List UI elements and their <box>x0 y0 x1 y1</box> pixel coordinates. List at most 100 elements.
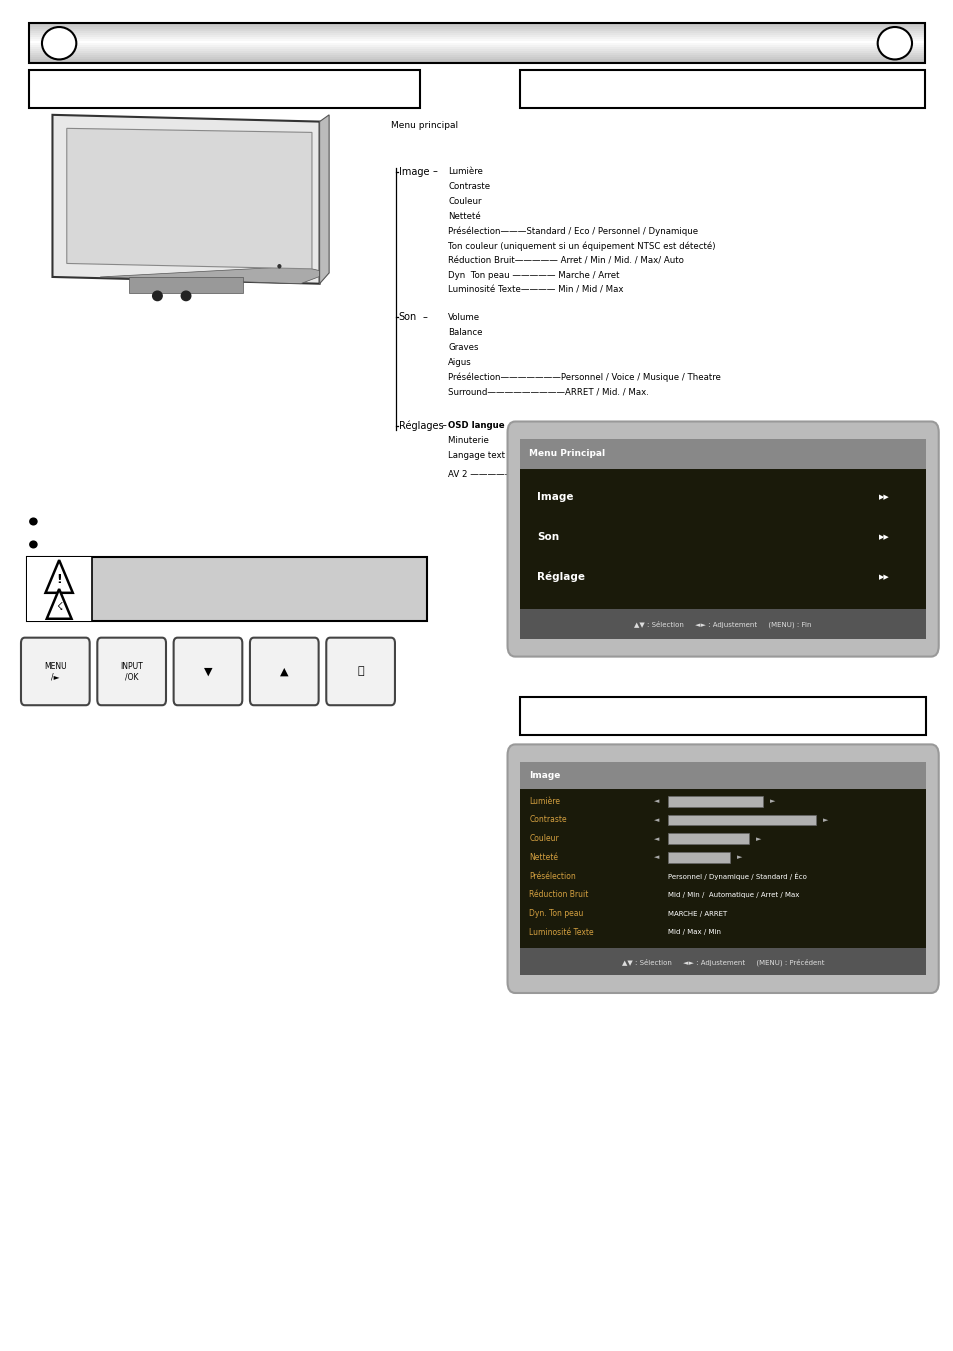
Text: INPUT
/OK: INPUT /OK <box>120 662 143 681</box>
Text: Contraste: Contraste <box>448 182 490 190</box>
Text: ▶▶: ▶▶ <box>878 574 888 580</box>
Text: Ton couleur (uniquement si un équipement NTSC est détecté): Ton couleur (uniquement si un équipement… <box>448 240 715 251</box>
Text: Volume: Volume <box>448 313 480 322</box>
Bar <box>29 23 924 63</box>
Text: Son: Son <box>398 312 416 323</box>
Bar <box>27 557 427 621</box>
Polygon shape <box>46 561 72 593</box>
Bar <box>29 30 924 34</box>
Text: MARCHE / ARRET: MARCHE / ARRET <box>667 911 726 917</box>
Bar <box>667 815 815 825</box>
Bar <box>519 948 925 975</box>
Bar <box>29 53 924 55</box>
Bar <box>667 834 748 844</box>
Text: AV 2 —————————— RGB, H/V, / Y, Pb, Pr: AV 2 —————————— RGB, H/V, / Y, Pb, Pr <box>448 470 644 478</box>
Text: Réglage: Réglage <box>537 571 584 582</box>
Polygon shape <box>319 115 329 284</box>
Text: ►: ► <box>736 854 741 861</box>
Text: ▼: ▼ <box>204 666 212 677</box>
Bar <box>29 49 924 51</box>
FancyBboxPatch shape <box>326 638 395 705</box>
Text: Netteté: Netteté <box>448 212 480 220</box>
Text: ►: ► <box>769 798 775 804</box>
Text: Luminosité Texte———— Min / Mid / Max: Luminosité Texte———— Min / Mid / Max <box>448 286 623 295</box>
Bar <box>667 852 729 863</box>
Text: Menu principal: Menu principal <box>391 120 457 130</box>
Bar <box>667 796 762 807</box>
Text: Netteté: Netteté <box>529 852 558 862</box>
Text: ●: ● <box>277 263 281 269</box>
Text: ◄: ◄ <box>653 798 659 804</box>
Bar <box>29 42 924 46</box>
Bar <box>29 46 924 50</box>
Bar <box>29 26 924 30</box>
Bar <box>29 57 924 59</box>
Text: ☇: ☇ <box>56 601 62 612</box>
Text: Luminosité Texte: Luminosité Texte <box>529 928 594 938</box>
Bar <box>29 58 924 62</box>
Text: ▶▶: ▶▶ <box>878 534 888 540</box>
Bar <box>519 762 925 789</box>
Bar <box>519 439 925 469</box>
Bar <box>29 50 924 54</box>
Bar <box>29 22 924 26</box>
Text: Réduction Bruit: Réduction Bruit <box>529 890 588 900</box>
Text: ►: ► <box>755 836 760 842</box>
Text: Aigus: Aigus <box>448 358 472 366</box>
Text: ◄: ◄ <box>653 817 659 823</box>
Bar <box>519 789 925 948</box>
Text: Réduction Bruit————— Arret / Min / Mid. / Max/ Auto: Réduction Bruit————— Arret / Min / Mid. … <box>448 257 683 265</box>
Text: Réglages: Réglages <box>398 420 443 431</box>
Bar <box>29 34 924 38</box>
Text: ▶▶: ▶▶ <box>878 494 888 500</box>
Ellipse shape <box>877 27 911 59</box>
Text: Contraste: Contraste <box>529 816 566 824</box>
Text: Mid / Max / Min: Mid / Max / Min <box>667 929 720 935</box>
Polygon shape <box>52 115 319 284</box>
FancyBboxPatch shape <box>21 638 90 705</box>
Ellipse shape <box>30 517 38 526</box>
Text: !: ! <box>56 573 62 586</box>
Bar <box>129 277 243 293</box>
Bar <box>29 41 924 43</box>
Text: Couleur: Couleur <box>529 834 558 843</box>
Text: ▲: ▲ <box>280 666 288 677</box>
Text: Balance: Balance <box>448 328 482 336</box>
FancyBboxPatch shape <box>97 638 166 705</box>
Bar <box>519 469 925 609</box>
Ellipse shape <box>30 540 38 549</box>
Bar <box>519 697 925 735</box>
Text: OSD langue: OSD langue <box>448 422 504 430</box>
Text: ►: ► <box>821 817 827 823</box>
Text: Image: Image <box>398 166 429 177</box>
Bar <box>29 70 419 108</box>
Ellipse shape <box>42 27 76 59</box>
Ellipse shape <box>181 292 191 300</box>
Text: Présélection———Standard / Eco / Personnel / Dynamique: Présélection———Standard / Eco / Personne… <box>448 226 698 236</box>
Ellipse shape <box>152 292 162 300</box>
Text: ▲▼ : Sélection     ◄► : Adjustement     (MENU) : Précédent: ▲▼ : Sélection ◄► : Adjustement (MENU) :… <box>621 958 823 966</box>
Text: ◄: ◄ <box>653 836 659 842</box>
Polygon shape <box>47 589 71 619</box>
Text: Son: Son <box>537 532 558 542</box>
FancyBboxPatch shape <box>507 744 938 993</box>
Text: –: – <box>432 166 436 177</box>
Text: Graves: Graves <box>448 343 478 351</box>
Bar <box>29 61 924 63</box>
Bar <box>29 32 924 35</box>
Text: –: – <box>422 312 427 323</box>
Bar <box>29 24 924 27</box>
Text: Image: Image <box>529 771 560 780</box>
Text: Minuterie          —————— ARRET Minuterie: Minuterie —————— ARRET Minuterie <box>448 436 643 444</box>
Text: –: – <box>441 420 446 431</box>
Bar <box>519 609 925 639</box>
Text: Lumière: Lumière <box>529 797 559 805</box>
Text: Langage text ————— Est / Quest / Cyrillic / Greek: Langage text ————— Est / Quest / Cyrilli… <box>448 451 672 459</box>
Text: ◄: ◄ <box>653 854 659 861</box>
Text: Présélection———————Personnel / Voice / Musique / Theatre: Présélection———————Personnel / Voice / M… <box>448 372 720 382</box>
Text: Menu Principal: Menu Principal <box>529 450 605 458</box>
Bar <box>29 28 924 31</box>
Bar <box>29 38 924 42</box>
Text: Surround—————————ARRET / Mid. / Max.: Surround—————————ARRET / Mid. / Max. <box>448 388 649 396</box>
Text: Présélection: Présélection <box>529 871 576 881</box>
